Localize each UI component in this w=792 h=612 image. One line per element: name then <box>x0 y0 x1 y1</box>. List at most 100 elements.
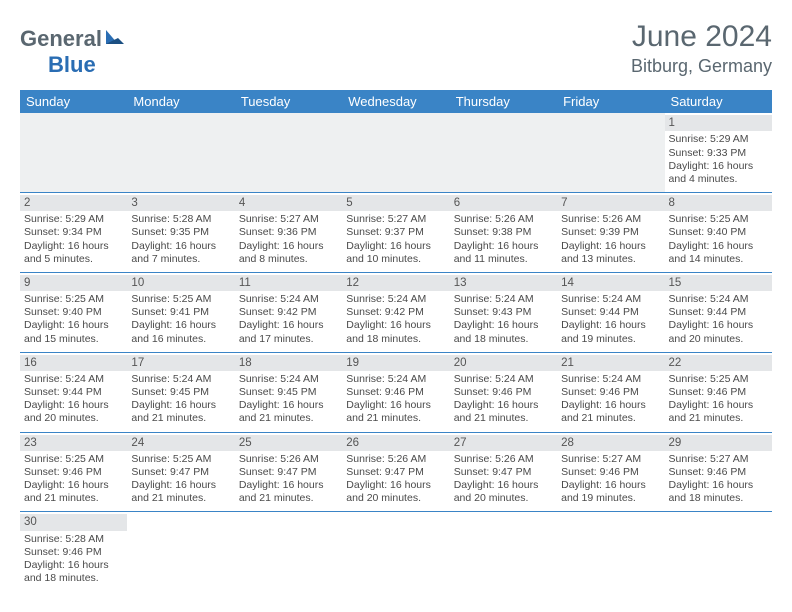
weekday-header: Friday <box>557 90 664 113</box>
daylight-text: Daylight: 16 hours and 20 minutes. <box>669 319 768 345</box>
daylight-text: Daylight: 16 hours and 21 minutes. <box>669 399 768 425</box>
calendar-day-cell: 26Sunrise: 5:26 AMSunset: 9:47 PMDayligh… <box>342 432 449 512</box>
calendar-day-cell: 6 Sunrise: 5:26 AMSunset: 9:38 PMDaylight… <box>450 192 557 272</box>
sunset-text: Sunset: 9:42 PM <box>346 306 445 319</box>
day-number: 6 <box>450 195 557 211</box>
calendar-day-cell: 1Sunrise: 5:29 AMSunset: 9:33 PMDaylight… <box>665 113 772 192</box>
daylight-text: Daylight: 16 hours and 19 minutes. <box>561 479 660 505</box>
calendar-day-cell: 16Sunrise: 5:24 AMSunset: 9:44 PMDayligh… <box>20 352 127 432</box>
day-number: 4 <box>235 195 342 211</box>
daylight-text: Daylight: 16 hours and 5 minutes. <box>24 240 123 266</box>
daylight-text: Daylight: 16 hours and 11 minutes. <box>454 240 553 266</box>
calendar-day-cell: 23Sunrise: 5:25 AMSunset: 9:46 PMDayligh… <box>20 432 127 512</box>
day-number: 16 <box>20 355 127 371</box>
calendar-day-cell: 11Sunrise: 5:24 AMSunset: 9:42 PMDayligh… <box>235 272 342 352</box>
day-number: 21 <box>557 355 664 371</box>
day-number: 9 <box>20 275 127 291</box>
sunset-text: Sunset: 9:34 PM <box>24 226 123 239</box>
calendar-day-cell: 15Sunrise: 5:24 AMSunset: 9:44 PMDayligh… <box>665 272 772 352</box>
sunset-text: Sunset: 9:47 PM <box>131 466 230 479</box>
sunset-text: Sunset: 9:46 PM <box>24 466 123 479</box>
sunset-text: Sunset: 9:46 PM <box>346 386 445 399</box>
title-block: June 2024 Bitburg, Germany <box>631 20 772 77</box>
calendar-week-row: 9Sunrise: 5:25 AMSunset: 9:40 PMDaylight… <box>20 272 772 352</box>
calendar-week-row: 1Sunrise: 5:29 AMSunset: 9:33 PMDaylight… <box>20 113 772 192</box>
sunset-text: Sunset: 9:45 PM <box>239 386 338 399</box>
sunset-text: Sunset: 9:42 PM <box>239 306 338 319</box>
day-number: 22 <box>665 355 772 371</box>
logo-text-blue: Blue <box>48 52 96 77</box>
day-number: 27 <box>450 435 557 451</box>
calendar-day-cell <box>557 113 664 192</box>
day-number: 20 <box>450 355 557 371</box>
sunset-text: Sunset: 9:43 PM <box>454 306 553 319</box>
daylight-text: Daylight: 16 hours and 20 minutes. <box>24 399 123 425</box>
sunset-text: Sunset: 9:45 PM <box>131 386 230 399</box>
daylight-text: Daylight: 16 hours and 10 minutes. <box>346 240 445 266</box>
calendar-day-cell: 20Sunrise: 5:24 AMSunset: 9:46 PMDayligh… <box>450 352 557 432</box>
calendar-week-row: 2Sunrise: 5:29 AMSunset: 9:34 PMDaylight… <box>20 192 772 272</box>
sunrise-text: Sunrise: 5:24 AM <box>454 293 553 306</box>
day-number: 11 <box>235 275 342 291</box>
sunrise-text: Sunrise: 5:29 AM <box>669 133 768 146</box>
sunrise-text: Sunrise: 5:24 AM <box>239 373 338 386</box>
sunset-text: Sunset: 9:38 PM <box>454 226 553 239</box>
logo-text-general: General <box>20 26 102 51</box>
day-number: 13 <box>450 275 557 291</box>
sunrise-text: Sunrise: 5:24 AM <box>131 373 230 386</box>
sunset-text: Sunset: 9:47 PM <box>239 466 338 479</box>
sunrise-text: Sunrise: 5:25 AM <box>24 453 123 466</box>
sunrise-text: Sunrise: 5:24 AM <box>454 373 553 386</box>
sunrise-text: Sunrise: 5:26 AM <box>561 213 660 226</box>
calendar-day-cell <box>20 113 127 192</box>
calendar-table: Sunday Monday Tuesday Wednesday Thursday… <box>20 90 772 591</box>
calendar-day-cell: 29Sunrise: 5:27 AMSunset: 9:46 PMDayligh… <box>665 432 772 512</box>
calendar-day-cell <box>342 113 449 192</box>
sunset-text: Sunset: 9:33 PM <box>669 147 768 160</box>
daylight-text: Daylight: 16 hours and 21 minutes. <box>131 479 230 505</box>
weekday-header: Sunday <box>20 90 127 113</box>
sunset-text: Sunset: 9:46 PM <box>24 546 123 559</box>
weekday-header: Tuesday <box>235 90 342 113</box>
day-number: 7 <box>557 195 664 211</box>
sunrise-text: Sunrise: 5:26 AM <box>239 453 338 466</box>
sunrise-text: Sunrise: 5:24 AM <box>346 293 445 306</box>
sunrise-text: Sunrise: 5:25 AM <box>669 373 768 386</box>
calendar-day-cell <box>235 113 342 192</box>
sunrise-text: Sunrise: 5:28 AM <box>24 533 123 546</box>
calendar-day-cell <box>342 512 449 591</box>
calendar-day-cell: 22 Sunrise: 5:25 AMSunset: 9:46 PMDayligh… <box>665 352 772 432</box>
calendar-day-cell: 28Sunrise: 5:27 AMSunset: 9:46 PMDayligh… <box>557 432 664 512</box>
sunrise-text: Sunrise: 5:28 AM <box>131 213 230 226</box>
daylight-text: Daylight: 16 hours and 21 minutes. <box>561 399 660 425</box>
sunset-text: Sunset: 9:46 PM <box>561 386 660 399</box>
day-number: 12 <box>342 275 449 291</box>
calendar-day-cell: 21 Sunrise: 5:24 AMSunset: 9:46 PMDayligh… <box>557 352 664 432</box>
sunset-text: Sunset: 9:36 PM <box>239 226 338 239</box>
calendar-day-cell: 12Sunrise: 5:24 AMSunset: 9:42 PMDayligh… <box>342 272 449 352</box>
calendar-day-cell: 24Sunrise: 5:25 AMSunset: 9:47 PMDayligh… <box>127 432 234 512</box>
sunrise-text: Sunrise: 5:26 AM <box>454 213 553 226</box>
sunrise-text: Sunrise: 5:27 AM <box>669 453 768 466</box>
logo: General Blue <box>20 20 126 78</box>
weekday-header-row: Sunday Monday Tuesday Wednesday Thursday… <box>20 90 772 113</box>
sunrise-text: Sunrise: 5:27 AM <box>239 213 338 226</box>
calendar-day-cell: 3Sunrise: 5:28 AMSunset: 9:35 PMDaylight… <box>127 192 234 272</box>
daylight-text: Daylight: 16 hours and 21 minutes. <box>346 399 445 425</box>
daylight-text: Daylight: 16 hours and 21 minutes. <box>239 479 338 505</box>
calendar-day-cell: 30Sunrise: 5:28 AMSunset: 9:46 PMDayligh… <box>20 512 127 591</box>
daylight-text: Daylight: 16 hours and 21 minutes. <box>239 399 338 425</box>
sunset-text: Sunset: 9:46 PM <box>669 386 768 399</box>
calendar-day-cell <box>127 512 234 591</box>
sunrise-text: Sunrise: 5:26 AM <box>346 453 445 466</box>
day-number: 1 <box>665 115 772 131</box>
calendar-day-cell: 17Sunrise: 5:24 AMSunset: 9:45 PMDayligh… <box>127 352 234 432</box>
month-title: June 2024 <box>631 20 772 54</box>
sunrise-text: Sunrise: 5:24 AM <box>561 373 660 386</box>
sunrise-text: Sunrise: 5:26 AM <box>454 453 553 466</box>
day-number: 5 <box>342 195 449 211</box>
sunset-text: Sunset: 9:40 PM <box>669 226 768 239</box>
calendar-day-cell <box>127 113 234 192</box>
daylight-text: Daylight: 16 hours and 7 minutes. <box>131 240 230 266</box>
day-number: 14 <box>557 275 664 291</box>
